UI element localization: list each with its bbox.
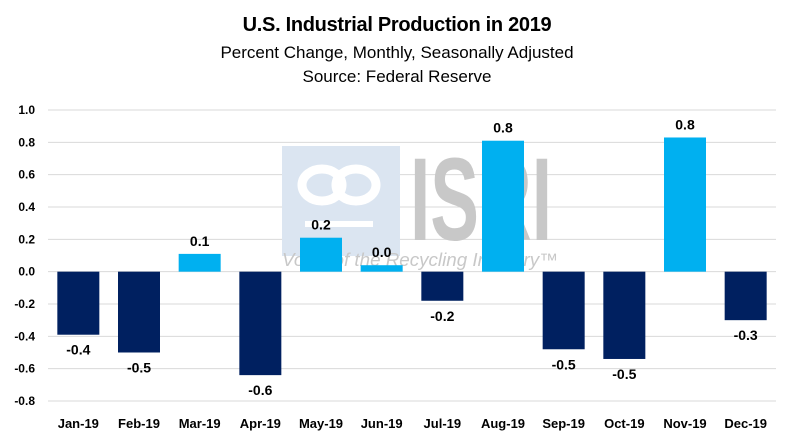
x-tick-label: Oct-19 <box>604 416 644 431</box>
gridlines <box>48 109 776 402</box>
bar-jan-19 <box>57 271 100 335</box>
chart-subtitle: Percent Change, Monthly, Seasonally Adju… <box>220 43 574 62</box>
bar-jul-19 <box>421 271 464 301</box>
bar-jun-19 <box>360 265 403 272</box>
y-tick-label: -0.6 <box>14 362 35 376</box>
bar-nov-19 <box>664 137 706 272</box>
data-label: 0.8 <box>493 120 513 136</box>
bar-dec-19 <box>724 271 767 321</box>
data-label: -0.6 <box>248 382 272 398</box>
y-tick-label: 0.2 <box>18 232 35 246</box>
data-label: -0.2 <box>430 308 454 324</box>
bar-oct-19 <box>603 271 646 359</box>
bar-may-19 <box>300 237 342 272</box>
chart-source: Source: Federal Reserve <box>302 67 492 86</box>
watermark-isri-text: ISRI <box>410 134 552 266</box>
x-tick-label: Nov-19 <box>663 416 706 431</box>
y-tick-label: 0.0 <box>18 265 35 279</box>
x-tick-label: Dec-19 <box>724 416 767 431</box>
bar-feb-19 <box>118 271 160 353</box>
bar-mar-19 <box>178 253 221 272</box>
x-tick-label: Jul-19 <box>424 416 462 431</box>
bar-aug-19 <box>482 140 524 272</box>
x-axis: Jan-19 Feb-19 Mar-19 Apr-19 May-19 Jun-19 Jul-… <box>58 416 767 431</box>
y-tick-label: 0.8 <box>18 135 35 149</box>
x-tick-label: Apr-19 <box>240 416 281 431</box>
data-label: 0.1 <box>190 233 210 249</box>
data-label: -0.3 <box>734 327 758 343</box>
y-tick-label: 0.4 <box>18 200 35 214</box>
y-axis: 1.0 0.8 0.6 0.4 0.2 0.0 -0.2 -0.4 -0.6 -0.8 <box>14 103 35 408</box>
y-tick-label: -0.8 <box>14 394 35 408</box>
x-tick-label: Jun-19 <box>361 416 403 431</box>
data-label: -0.5 <box>127 360 151 376</box>
data-labels: -0.4 -0.5 0.1 -0.6 0.2 0.0 -0.2 0.8 -0.5 -0.5 0.8 -… <box>66 116 758 398</box>
bars <box>57 137 767 376</box>
x-tick-label: May-19 <box>299 416 343 431</box>
y-tick-label: -0.2 <box>14 297 35 311</box>
data-label: -0.5 <box>552 356 576 372</box>
watermark-logo-bar <box>305 221 373 227</box>
data-label: 0.2 <box>311 217 331 233</box>
data-label: -0.5 <box>612 366 636 382</box>
data-label: -0.4 <box>66 342 90 358</box>
bar-sep-19 <box>542 271 585 350</box>
y-tick-label: 1.0 <box>18 103 35 117</box>
chart-title: U.S. Industrial Production in 2019 <box>242 14 552 36</box>
x-tick-label: Mar-19 <box>179 416 221 431</box>
data-label: 0.8 <box>675 116 695 132</box>
bar-apr-19 <box>239 271 282 376</box>
x-tick-label: Aug-19 <box>481 416 525 431</box>
x-tick-label: Feb-19 <box>118 416 160 431</box>
x-tick-label: Sep-19 <box>542 416 585 431</box>
y-tick-label: 0.6 <box>18 168 35 182</box>
recycling-rings-icon <box>297 164 381 206</box>
y-tick-label: -0.4 <box>14 329 35 343</box>
data-label: 0.0 <box>372 244 392 260</box>
x-tick-label: Jan-19 <box>58 416 99 431</box>
